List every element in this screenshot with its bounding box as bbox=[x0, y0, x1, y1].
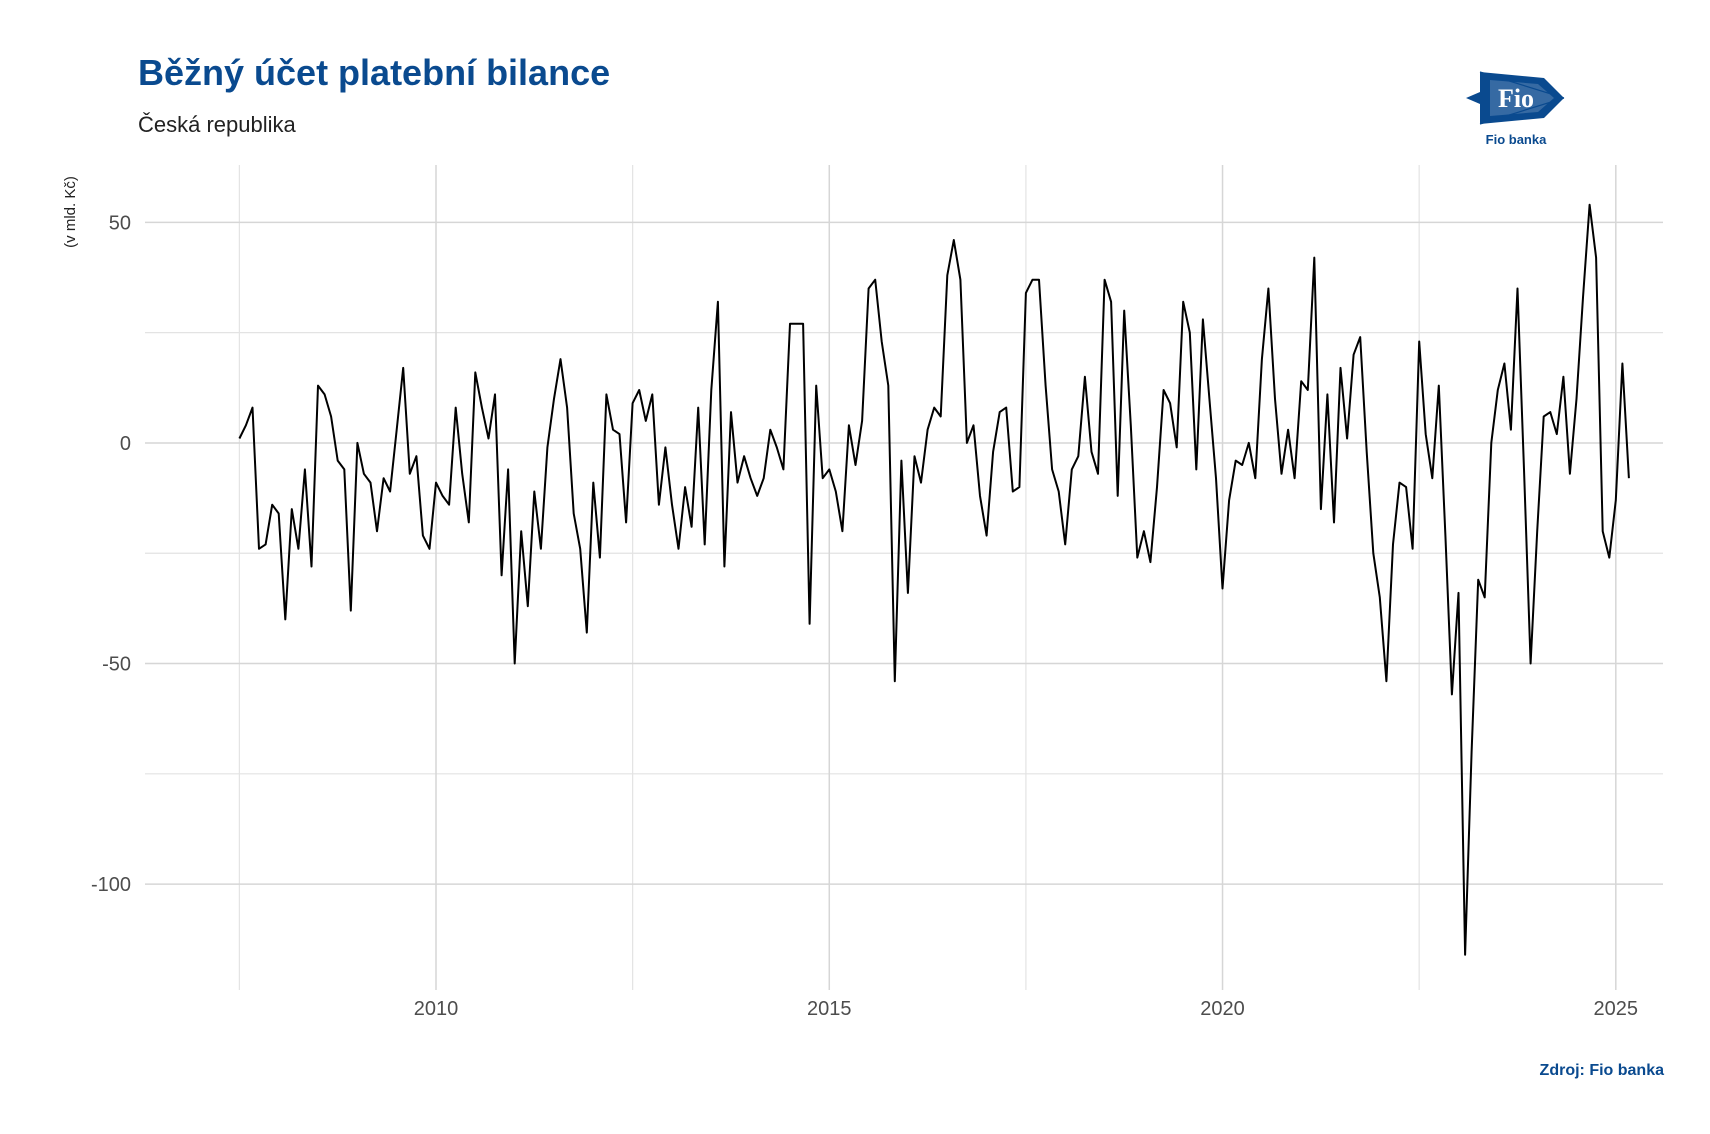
chart-title: Běžný účet platební bilance bbox=[138, 52, 611, 93]
y-tick-label: 50 bbox=[109, 212, 131, 234]
chart-subtitle: Česká republika bbox=[138, 112, 296, 137]
x-tick-label: 2020 bbox=[1200, 998, 1245, 1020]
logo-text: Fio banka bbox=[1485, 132, 1547, 147]
series-line bbox=[238, 203, 1630, 956]
x-tick-label: 2025 bbox=[1594, 998, 1639, 1020]
x-axis-ticks: 2010 2015 2020 2025 bbox=[414, 998, 1638, 1020]
x-tick-label: 2015 bbox=[807, 998, 852, 1020]
y-tick-label: -50 bbox=[102, 654, 131, 676]
grid-major bbox=[145, 165, 1663, 990]
grid-minor bbox=[145, 165, 1663, 990]
logo-mark: Fio bbox=[1498, 84, 1534, 113]
y-axis-title: (v mld. Kč) bbox=[62, 176, 79, 248]
x-tick-label: 2010 bbox=[414, 998, 459, 1020]
fio-flag-icon: Fio bbox=[1466, 71, 1565, 125]
y-tick-label: 0 bbox=[120, 433, 131, 455]
y-tick-label: -100 bbox=[91, 874, 131, 896]
fio-banka-logo: Fio Fio banka bbox=[1456, 66, 1576, 150]
y-axis-ticks: -100 -50 0 50 bbox=[91, 212, 131, 896]
source-note: Zdroj: Fio banka bbox=[1539, 1062, 1664, 1079]
series-layer bbox=[238, 203, 1630, 956]
